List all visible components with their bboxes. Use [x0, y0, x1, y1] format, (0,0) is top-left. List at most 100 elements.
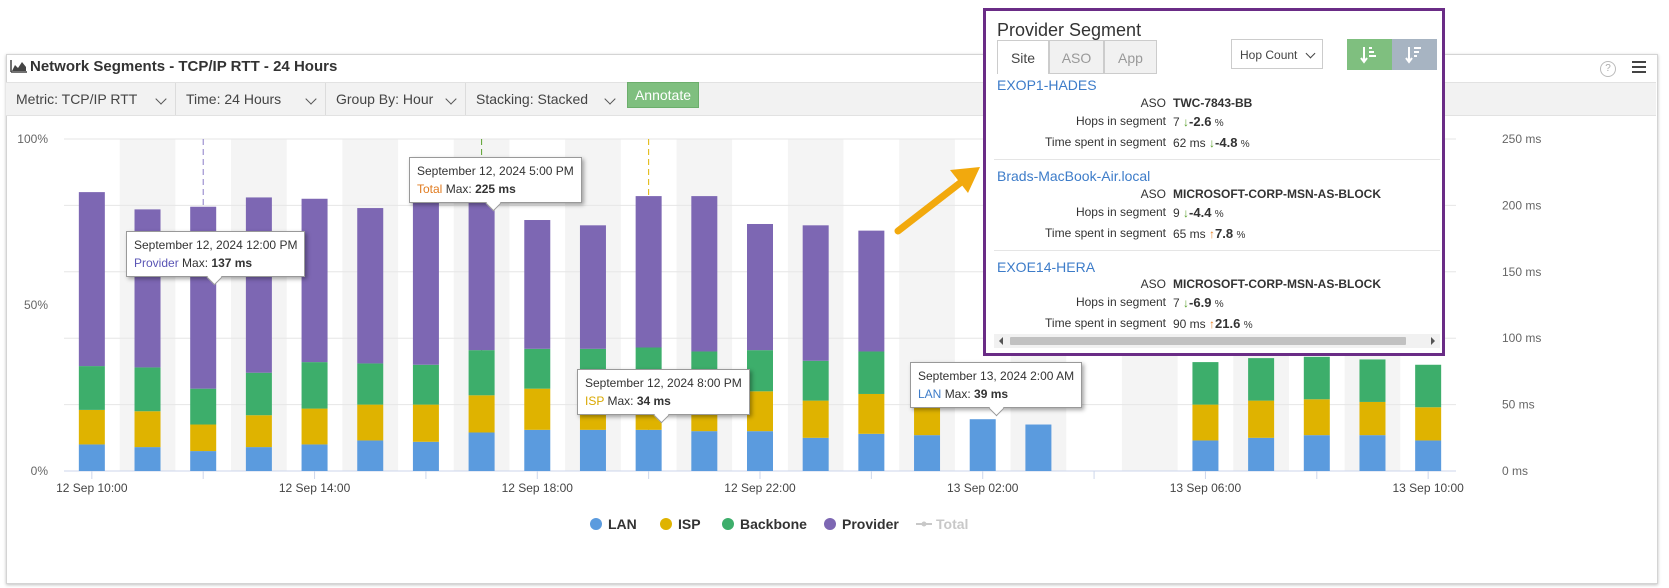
bar-backbone[interactable]	[357, 363, 384, 405]
bar-provider[interactable]	[579, 225, 606, 349]
bar-provider[interactable]	[858, 230, 885, 352]
site-link[interactable]: EXOP1-HADES	[997, 77, 1097, 93]
hops-change: -2.6	[1189, 114, 1212, 129]
bar-backbone[interactable]	[1415, 364, 1442, 408]
scrollbar-thumb[interactable]	[1010, 337, 1406, 345]
bar-lan[interactable]	[802, 437, 829, 471]
bar-backbone[interactable]	[802, 360, 829, 401]
help-icon[interactable]: ?	[1600, 61, 1616, 77]
bar-isp[interactable]	[1359, 401, 1386, 436]
bar-backbone[interactable]	[190, 388, 217, 425]
group-by-dropdown[interactable]: Group By: Hour	[326, 83, 466, 115]
bar-lan[interactable]	[301, 444, 328, 471]
bar-backbone[interactable]	[412, 364, 439, 405]
bar-lan[interactable]	[747, 431, 773, 471]
bar-provider[interactable]	[524, 220, 551, 349]
bar-lan[interactable]	[134, 447, 161, 471]
bar-lan[interactable]	[1025, 424, 1052, 471]
bar-backbone[interactable]	[858, 351, 885, 394]
bar-lan[interactable]	[579, 429, 606, 471]
tab-app[interactable]: App	[1104, 40, 1157, 74]
bar-backbone[interactable]	[1359, 359, 1386, 402]
bar-isp[interactable]	[190, 424, 217, 452]
bar-backbone[interactable]	[747, 350, 773, 392]
bar-isp[interactable]	[78, 409, 105, 445]
bar-provider[interactable]	[412, 193, 439, 365]
bar-provider[interactable]	[747, 223, 773, 351]
sort-descending-button[interactable]	[1392, 39, 1437, 70]
bar-provider[interactable]	[245, 197, 272, 373]
bar-isp[interactable]	[412, 404, 439, 442]
bar-lan[interactable]	[1303, 435, 1330, 471]
bar-backbone[interactable]	[78, 366, 105, 410]
bar-provider[interactable]	[357, 208, 384, 364]
bar-lan[interactable]	[1192, 440, 1219, 471]
bar-provider[interactable]	[802, 225, 829, 361]
bar-isp[interactable]	[1303, 399, 1330, 436]
bar-backbone[interactable]	[1248, 358, 1275, 401]
bar-isp[interactable]	[747, 391, 773, 432]
legend-item-backbone[interactable]: Backbone	[722, 516, 807, 532]
bar-backbone[interactable]	[301, 362, 328, 409]
bar-backbone[interactable]	[1303, 356, 1330, 400]
site-link[interactable]: EXOE14-HERA	[997, 259, 1096, 275]
bar-isp[interactable]	[1415, 407, 1442, 441]
bar-lan[interactable]	[190, 451, 217, 471]
bar-lan[interactable]	[524, 429, 551, 471]
bar-lan[interactable]	[1359, 435, 1386, 471]
bar-lan[interactable]	[245, 447, 272, 471]
bar-lan[interactable]	[78, 444, 105, 471]
bar-backbone[interactable]	[1192, 362, 1219, 405]
bar-backbone[interactable]	[134, 367, 161, 412]
metric-dropdown[interactable]: Metric: TCP/IP RTT	[6, 83, 176, 115]
stacking-dropdown[interactable]: Stacking: Stacked	[466, 83, 624, 115]
bar-lan[interactable]	[1415, 440, 1442, 471]
sort-ascending-button[interactable]	[1347, 39, 1392, 70]
tab-site[interactable]: Site	[997, 40, 1049, 74]
bar-backbone[interactable]	[524, 348, 551, 389]
bar-lan[interactable]	[1248, 437, 1275, 471]
bar-lan[interactable]	[357, 440, 384, 471]
legend-item-provider[interactable]: Provider	[824, 516, 899, 532]
bar-isp[interactable]	[802, 400, 829, 438]
bar-lan[interactable]	[858, 433, 885, 471]
bar-lan[interactable]	[468, 432, 495, 471]
sort-by-select[interactable]: Hop Count	[1231, 39, 1323, 69]
bar-backbone[interactable]	[468, 350, 495, 396]
bar-provider[interactable]	[78, 192, 105, 367]
bar-lan[interactable]	[412, 441, 439, 471]
bar-isp[interactable]	[357, 404, 384, 441]
legend-item-isp[interactable]: ISP	[660, 516, 701, 532]
legend-item-total[interactable]: Total	[916, 516, 968, 532]
bar-backbone[interactable]	[245, 372, 272, 416]
scroll-left-icon[interactable]	[996, 334, 1006, 348]
bar-lan[interactable]	[691, 431, 718, 471]
horizontal-scrollbar[interactable]	[994, 334, 1440, 348]
bar-isp[interactable]	[468, 395, 495, 433]
aso-label: ASO	[1140, 277, 1166, 291]
tooltip-date: September 12, 2024 5:00 PM	[417, 164, 574, 178]
bar-lan[interactable]	[635, 429, 662, 471]
tooltip-value: 225 ms	[475, 182, 516, 196]
bar-isp[interactable]	[134, 411, 161, 448]
tab-aso[interactable]: ASO	[1049, 40, 1104, 74]
time-dropdown[interactable]: Time: 24 Hours	[176, 83, 326, 115]
bar-isp[interactable]	[301, 408, 328, 445]
hamburger-menu-icon[interactable]	[1632, 61, 1646, 73]
legend-item-lan[interactable]: LAN	[590, 516, 637, 532]
bar-isp[interactable]	[858, 393, 885, 434]
bar-lan[interactable]	[914, 435, 941, 471]
bar-provider[interactable]	[301, 198, 328, 363]
bar-provider[interactable]	[691, 196, 718, 352]
bar-lan[interactable]	[969, 419, 996, 471]
site-link[interactable]: Brads-MacBook-Air.local	[997, 168, 1151, 184]
scroll-right-icon[interactable]	[1428, 334, 1438, 348]
hops-row: Hops in segment	[986, 205, 1166, 221]
bar-provider[interactable]	[635, 196, 662, 348]
bar-isp[interactable]	[1248, 400, 1275, 438]
bar-isp[interactable]	[524, 388, 551, 430]
annotate-button[interactable]: Annotate	[627, 82, 699, 108]
bar-provider[interactable]	[468, 201, 495, 351]
bar-isp[interactable]	[245, 415, 272, 448]
bar-isp[interactable]	[1192, 404, 1219, 441]
